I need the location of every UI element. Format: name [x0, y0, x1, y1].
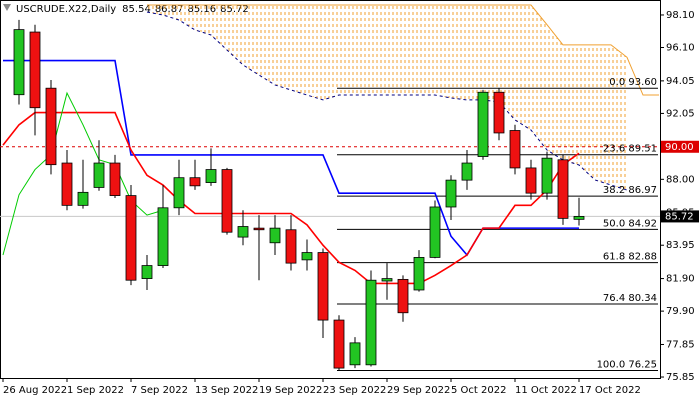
- fib-label: 38.2 86.97: [603, 185, 657, 196]
- symbol: USCRUDE.X22,Daily: [16, 4, 116, 15]
- y-tick-label: 98.10: [666, 10, 695, 21]
- candle-body: [253, 227, 265, 231]
- candle-body: [493, 91, 505, 134]
- y-tick-label: 81.90: [666, 274, 695, 285]
- y-tick-label: 88.00: [666, 174, 695, 185]
- ohlc-open: 85.54: [122, 4, 151, 15]
- candle-body: [157, 207, 169, 266]
- fib-label: 61.8 82.88: [603, 252, 657, 263]
- candle-body: [349, 342, 361, 366]
- candle-body: [237, 226, 249, 238]
- candle-body: [445, 179, 457, 208]
- candle-body: [301, 252, 313, 261]
- candle-body: [477, 91, 489, 157]
- x-tick-label: 19 Sep 2022: [259, 385, 322, 396]
- candle-body: [381, 278, 393, 282]
- candle-body: [365, 279, 377, 366]
- indicator-line: [2, 111, 580, 285]
- candle-body: [13, 29, 25, 96]
- fib-label: 100.0 76.25: [597, 360, 657, 371]
- candle-body: [189, 177, 201, 187]
- candle-body: [525, 167, 537, 194]
- candle-body: [29, 31, 41, 109]
- candle-body: [509, 130, 521, 169]
- candle-body: [61, 162, 73, 206]
- alert-price-box: [661, 140, 699, 153]
- candle-body: [317, 252, 329, 321]
- candle-body: [173, 177, 185, 209]
- candle-body: [125, 195, 137, 281]
- candle-body: [541, 157, 553, 194]
- x-tick-label: 13 Sep 2022: [195, 385, 258, 396]
- fib-label: 23.6 89.51: [603, 144, 657, 155]
- candle-body: [429, 206, 441, 258]
- candle-body: [573, 216, 585, 220]
- x-tick-label: 11 Oct 2022: [515, 385, 577, 396]
- cloud-upper: [147, 4, 659, 96]
- x-tick-label: 26 Aug 2022: [3, 385, 67, 396]
- y-tick-label: 79.90: [666, 306, 695, 317]
- last-price-box: [661, 210, 699, 223]
- x-tick-label: 17 Oct 2022: [579, 385, 641, 396]
- y-tick-label: 92.05: [666, 108, 695, 119]
- alert-price-label: 90.00: [665, 142, 694, 153]
- candle-body: [397, 278, 409, 314]
- candle-body: [205, 169, 217, 183]
- candle-body: [45, 87, 57, 166]
- y-tick-label: 94.05: [666, 76, 695, 87]
- fib-label: 0.0 93.60: [609, 77, 657, 88]
- y-tick-label: 75.85: [666, 372, 695, 383]
- y-tick-label: 77.85: [666, 339, 695, 350]
- y-tick-label: 83.95: [666, 240, 695, 251]
- candle-body: [109, 162, 121, 196]
- menu-icon: [3, 4, 11, 11]
- candle-body: [285, 229, 297, 264]
- candle-body: [77, 191, 89, 206]
- candle-body: [141, 265, 153, 279]
- x-tick-label: 29 Sep 2022: [387, 385, 450, 396]
- candle-body: [269, 227, 281, 244]
- fib-label: 50.0 84.92: [603, 218, 657, 229]
- fib-label: 76.4 80.34: [603, 293, 657, 304]
- x-tick-label: 7 Sep 2022: [131, 385, 188, 396]
- candle-body: [333, 319, 345, 369]
- candle-body: [413, 257, 425, 291]
- x-tick-label: 1 Sep 2022: [67, 385, 124, 396]
- y-tick-label: 96.10: [666, 43, 695, 54]
- candle-body: [221, 169, 233, 233]
- candle-body: [557, 159, 569, 219]
- cloud-area: [147, 5, 627, 191]
- x-tick-label: 5 Oct 2022: [451, 385, 506, 396]
- candle-body: [93, 162, 105, 188]
- x-tick-label: 23 Sep 2022: [323, 385, 386, 396]
- last-price-label: 85.72: [665, 211, 694, 222]
- cloud-lower: [146, 11, 628, 191]
- candle-body: [461, 162, 473, 181]
